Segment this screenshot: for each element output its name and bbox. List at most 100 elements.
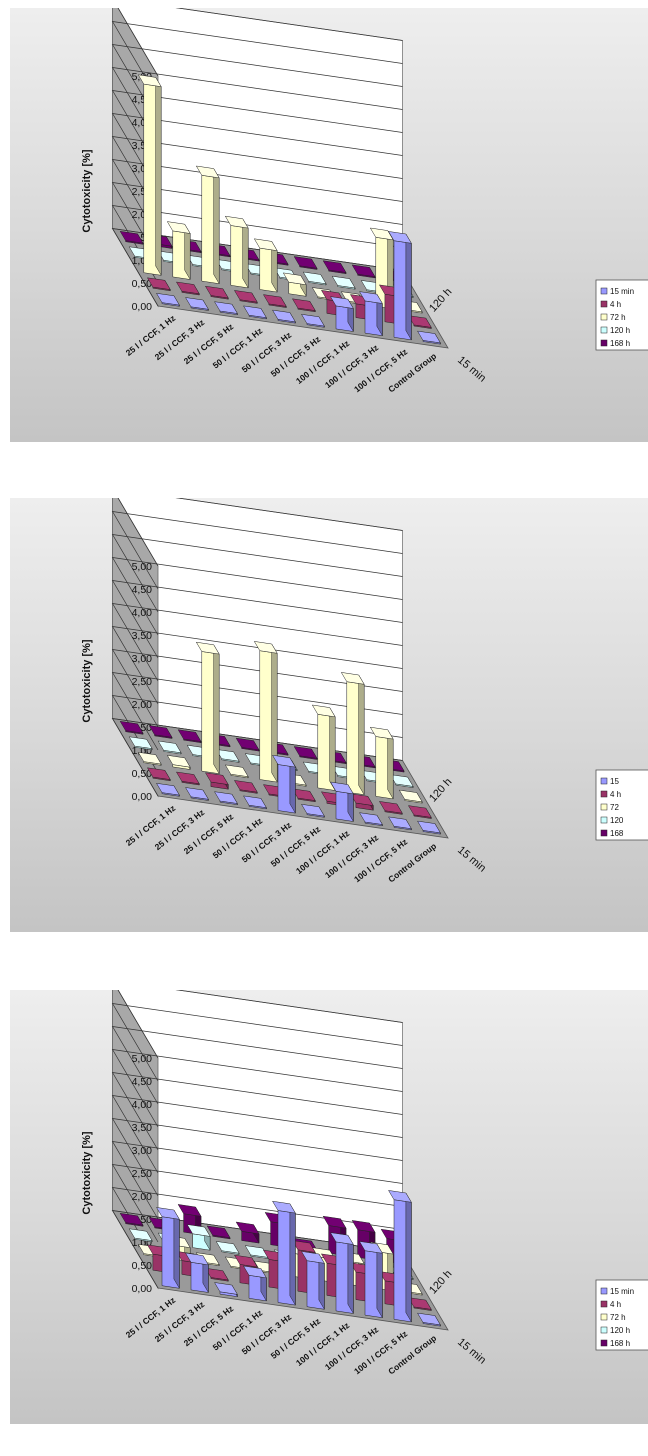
bar-168h-cat1 (119, 1212, 144, 1228)
bar-4h-cat2 (175, 771, 200, 786)
gridline (111, 1141, 403, 1220)
bar-15min-cat1 (156, 292, 180, 308)
legend-swatch (600, 816, 608, 824)
gridline (111, 534, 403, 613)
y-tick-label: 5,00 (132, 1053, 153, 1065)
bar-15min-cat10 (417, 820, 441, 836)
y-tick-label: 2,50 (132, 1168, 153, 1180)
bar-72h-cat10 (398, 789, 423, 805)
chart-legend: 15 min 4 h 72 h 120 h 168 h (595, 1279, 648, 1351)
y-tick-label: 3,50 (132, 630, 153, 642)
bar-4h-cat10 (407, 1297, 432, 1312)
bar-72h-cat4 (224, 215, 249, 289)
gridline (111, 136, 403, 215)
legend-label: 168 (610, 829, 624, 838)
legend-swatch (600, 1339, 608, 1347)
bar-15min-cat1 (156, 1207, 180, 1290)
legend-label: 72 h (610, 313, 626, 322)
bar-4h-cat6 (291, 298, 316, 313)
bar-15min-cat10 (417, 1312, 441, 1328)
y-tick-label: 4,00 (132, 1099, 153, 1111)
bar-120h-cat1 (128, 736, 153, 751)
gridline (111, 511, 403, 590)
bar-15min-cat9 (388, 1190, 412, 1323)
gridline (111, 182, 403, 261)
gridline (111, 649, 403, 728)
y-tick-label: 0,00 (132, 1283, 153, 1295)
bar-120h-cat4 (215, 1241, 240, 1256)
bar-15min-cat2 (185, 787, 209, 802)
bar-72h-cat3 (195, 165, 220, 285)
chart-panel-1: Cytotoxicity after ESW5 cm distance0,000… (10, 8, 648, 442)
gridline (111, 1095, 403, 1174)
legend-swatch (600, 1287, 608, 1295)
legend-label: 4 h (610, 1300, 621, 1309)
y-tick-label: 4,50 (132, 1076, 153, 1088)
y-axis-label: Cytotoxicity [%] (81, 149, 93, 232)
y-tick-label: 4,00 (132, 607, 153, 619)
gridline (117, 990, 403, 1059)
y-tick-label: 3,00 (132, 1145, 153, 1157)
bar-168h-cat5 (235, 1221, 260, 1245)
bar-120h-cat8 (331, 275, 356, 291)
bar-15min-cat5 (272, 754, 296, 815)
gridline (111, 718, 403, 797)
bar-15min-cat3 (214, 1282, 238, 1298)
bar-15min-cat1 (156, 782, 180, 798)
bar-15min-cat4 (243, 1265, 267, 1302)
gridline (111, 1003, 403, 1082)
y-tick-label: 4,50 (132, 584, 153, 596)
legend-swatch (600, 339, 608, 347)
legend-label: 120 (610, 816, 624, 825)
bar-4h-cat10 (407, 805, 432, 820)
bar-15min-cat3 (214, 301, 238, 316)
gridline (117, 8, 403, 77)
bar-72h-cat4 (224, 764, 249, 779)
gridline (111, 228, 403, 307)
bar-120h-cat1 (128, 1228, 153, 1243)
gridline (111, 603, 403, 682)
bar-15min-cat6 (301, 1251, 325, 1311)
bar-15min-cat2 (185, 1252, 209, 1294)
bar-168h-cat1 (119, 720, 144, 736)
bar-4h-cat1 (146, 277, 171, 292)
bar-15min-cat4 (243, 795, 267, 810)
legend-swatch (600, 1313, 608, 1321)
gridline (111, 626, 403, 705)
bar-72h-cat2 (166, 221, 191, 281)
gridline (111, 1118, 403, 1197)
bar-168h-cat7 (293, 746, 318, 761)
bar-15min-cat2 (185, 297, 209, 312)
legend-label: 15 min (610, 1287, 634, 1296)
gridline (111, 21, 403, 100)
gridline (111, 113, 403, 192)
legend-label: 168 h (610, 339, 630, 348)
bar-120h-cat2 (157, 740, 182, 755)
chart-legend: 15 4 h 72 120 168 (595, 769, 648, 841)
bar-15min-cat6 (301, 313, 325, 329)
gridline (111, 1164, 403, 1243)
chart-svg: Cytotoxicity after ESW5 cm distance0,000… (10, 8, 648, 442)
bar-4h-cat2 (175, 281, 200, 296)
legend-label: 15 (610, 777, 619, 786)
bar-4h-cat8 (349, 793, 374, 812)
bar-4h-cat4 (233, 290, 258, 305)
y-tick-label: 2,00 (132, 1191, 153, 1203)
gridline (111, 159, 403, 238)
bar-4h-cat3 (204, 1267, 229, 1283)
bar-72h-cat1 (137, 74, 162, 277)
y-tick-label: 5,00 (132, 561, 153, 573)
bar-72h-cat2 (166, 754, 191, 771)
y-tick-label: 0,50 (132, 278, 153, 290)
y-axis-label: Cytotoxicity [%] (81, 639, 93, 722)
bar-72h-cat3 (195, 641, 220, 775)
legend-label: 168 h (610, 1339, 630, 1348)
bar-72h-cat8 (340, 672, 365, 796)
y-tick-label: 0,00 (132, 301, 153, 313)
bar-15min-cat9 (388, 816, 412, 831)
bar-168h-cat2 (148, 725, 173, 740)
gridline (117, 498, 403, 567)
gridline (111, 1210, 403, 1289)
legend-label: 72 h (610, 1313, 626, 1322)
bar-15min-cat8 (359, 291, 383, 337)
